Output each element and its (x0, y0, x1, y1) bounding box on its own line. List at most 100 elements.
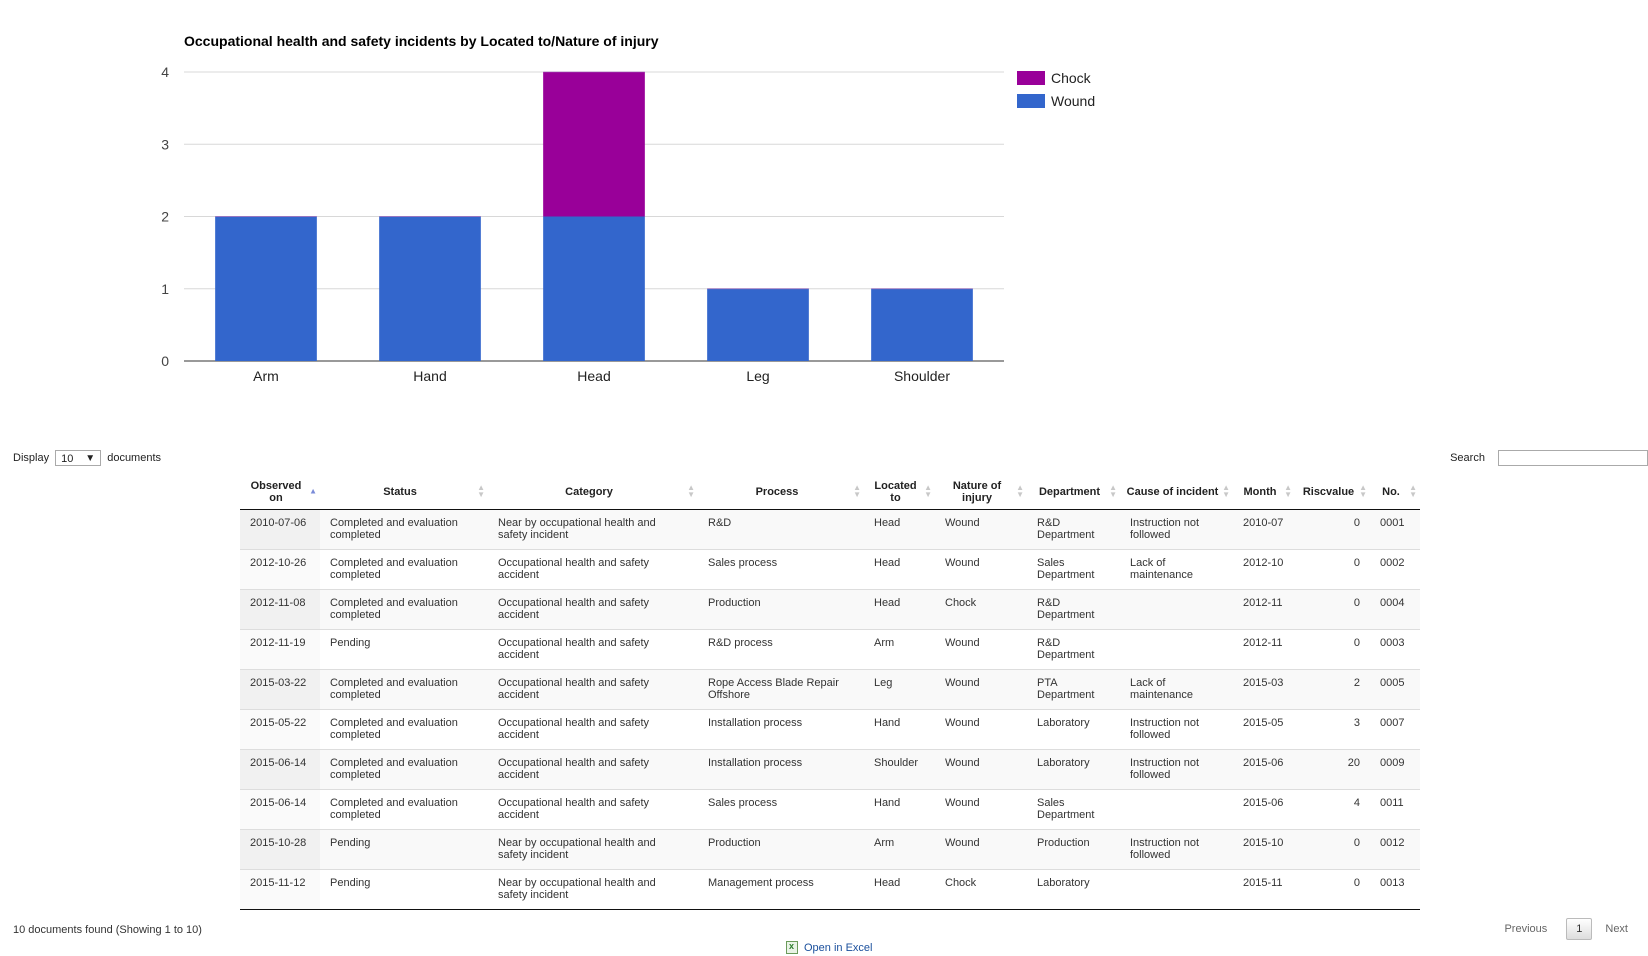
table-cell: 2012-11-19 (240, 629, 320, 670)
column-header-5[interactable]: Nature of injury ▲ ▼ (935, 473, 1027, 510)
table-cell: Wound (935, 789, 1027, 830)
column-header-label: Department (1038, 486, 1101, 498)
column-header-8[interactable]: Month ▲ ▼ (1233, 473, 1295, 510)
results-count: 10 documents found (Showing 1 to 10) (13, 924, 202, 936)
column-header-9[interactable]: Riscvalue ▲ ▼ (1295, 473, 1370, 510)
table-cell: Completed and evaluation completed (320, 749, 488, 790)
page-button-1[interactable]: 1 (1566, 918, 1593, 940)
column-header-2[interactable]: Category ▲ ▼ (488, 473, 698, 510)
table-cell: Production (1027, 829, 1120, 870)
table-cell: 2015-03 (1233, 669, 1295, 710)
chart-area: Occupational health and safety incidents… (0, 0, 1200, 400)
display-suffix: documents (107, 451, 162, 464)
bar-wound (707, 288, 809, 361)
table-row[interactable]: 2015-06-14 Completed and evaluation compl… (240, 789, 1420, 830)
search-input[interactable] (1498, 450, 1648, 466)
table-row[interactable]: 2015-11-12 Pending Near by occupational he… (240, 869, 1420, 910)
column-header-label: Month (1243, 486, 1277, 498)
display-length-value: 10 (61, 453, 74, 465)
sort-ascending-icon: ▲ (309, 486, 317, 496)
table-cell: Instruction not followed (1120, 709, 1233, 750)
table-cell: Near by occupational health and safety i… (488, 869, 698, 910)
table-cell: Wound (935, 829, 1027, 870)
table-cell: Sales process (698, 549, 864, 590)
table-cell: Occupational health and safety accident (488, 709, 698, 750)
table-cell: Head (864, 589, 935, 630)
table-cell: Hand (864, 709, 935, 750)
column-header-label: Nature of injury (952, 480, 1002, 504)
display-label: Display (13, 451, 50, 464)
table-row[interactable]: 2015-05-22 Completed and evaluation compl… (240, 709, 1420, 750)
table-cell: Lack of maintenance (1120, 669, 1233, 710)
table-cell: 0013 (1370, 869, 1420, 910)
table-cell: Lack of maintenance (1120, 549, 1233, 590)
column-header-4[interactable]: Located to ▲ ▼ (864, 473, 935, 510)
open-in-excel-link[interactable]: Open in Excel (786, 941, 872, 954)
table-cell (1120, 629, 1233, 670)
table-cell: Installation process (698, 749, 864, 790)
table-cell: 2015-06 (1233, 749, 1295, 790)
next-button[interactable]: Next (1605, 923, 1628, 935)
table-row[interactable]: 2015-03-22 Completed and evaluation compl… (240, 669, 1420, 710)
table-cell: Occupational health and safety accident (488, 589, 698, 630)
table-cell: R&D Department (1027, 589, 1120, 630)
column-header-label: Status (383, 486, 417, 498)
table-row[interactable]: 2012-11-08 Completed and evaluation compl… (240, 589, 1420, 630)
table-cell: 0 (1295, 589, 1370, 630)
table-cell: Head (864, 509, 935, 550)
sort-icon: ▲ ▼ (853, 483, 861, 499)
table-cell: 0 (1295, 629, 1370, 670)
table-cell: 2015-10 (1233, 829, 1295, 870)
table-cell: PTA Department (1027, 669, 1120, 710)
table-cell (1120, 869, 1233, 910)
search-control: Search (1450, 450, 1648, 466)
sort-icon: ▲ ▼ (924, 483, 932, 499)
column-header-6[interactable]: Department ▲ ▼ (1027, 473, 1120, 510)
documents-table-wrapper: Observed on ▲ Status ▲ ▼ Category ▲ ▼ Process ▲ ▼ L… (240, 473, 1420, 910)
table-row[interactable]: 2015-06-14 Completed and evaluation compl… (240, 749, 1420, 790)
table-body: 2010-07-06 Completed and evaluation compl… (240, 509, 1420, 910)
excel-icon (786, 941, 798, 954)
table-cell: R&D process (698, 629, 864, 670)
sort-icon: ▲ ▼ (1109, 483, 1117, 499)
table-cell: 2010-07-06 (240, 509, 320, 550)
table-cell: Management process (698, 869, 864, 910)
column-header-label: Cause of incident (1126, 486, 1219, 498)
y-tick-label: 4 (161, 64, 169, 80)
table-cell: 2015-06-14 (240, 789, 320, 830)
table-cell: Production (698, 829, 864, 870)
column-header-1[interactable]: Status ▲ ▼ (320, 473, 488, 510)
table-row[interactable]: 2015-10-28 Pending Near by occupational he… (240, 829, 1420, 870)
y-tick-label: 0 (161, 353, 169, 369)
table-cell: Instruction not followed (1120, 749, 1233, 790)
table-cell: 0 (1295, 509, 1370, 550)
table-cell: 0 (1295, 549, 1370, 590)
table-cell: 2015-06 (1233, 789, 1295, 830)
table-cell: Near by occupational health and safety i… (488, 509, 698, 550)
table-cell: Sales process (698, 789, 864, 830)
sort-icon: ▲ ▼ (1409, 483, 1417, 499)
open-in-excel-label: Open in Excel (804, 941, 873, 954)
column-header-10[interactable]: No. ▲ ▼ (1370, 473, 1420, 510)
table-cell: 0 (1295, 869, 1370, 910)
table-cell (1120, 589, 1233, 630)
search-label: Search (1450, 451, 1485, 464)
bar-chock (543, 72, 645, 217)
table-cell: Arm (864, 629, 935, 670)
column-header-7[interactable]: Cause of incident ▲ ▼ (1120, 473, 1233, 510)
table-cell: Chock (935, 589, 1027, 630)
display-length-select[interactable]: 10 ▼ (55, 450, 102, 466)
table-row[interactable]: 2010-07-06 Completed and evaluation compl… (240, 509, 1420, 550)
column-header-0[interactable]: Observed on ▲ (240, 473, 320, 510)
table-cell: Leg (864, 669, 935, 710)
sort-icon: ▲ ▼ (1359, 483, 1367, 499)
table-cell: Occupational health and safety accident (488, 549, 698, 590)
table-cell (1120, 789, 1233, 830)
y-tick-label: 3 (161, 136, 169, 152)
table-cell: 2012-10 (1233, 549, 1295, 590)
table-cell: 0005 (1370, 669, 1420, 710)
table-row[interactable]: 2012-10-26 Completed and evaluation compl… (240, 549, 1420, 590)
column-header-3[interactable]: Process ▲ ▼ (698, 473, 864, 510)
table-row[interactable]: 2012-11-19 Pending Occupational health and… (240, 629, 1420, 670)
previous-button[interactable]: Previous (1504, 923, 1548, 935)
